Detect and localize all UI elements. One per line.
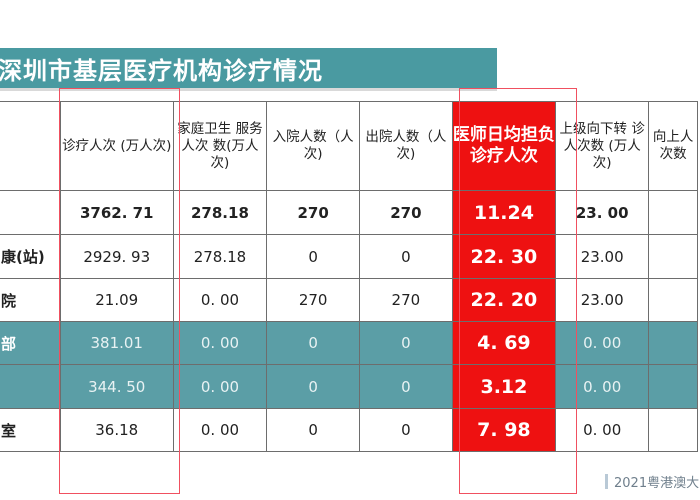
cell-discharges: 270 xyxy=(359,278,453,322)
table-row: 部 381.01 0. 00 0 0 4. 69 0. 00 xyxy=(0,321,698,365)
cell-discharges: 0 xyxy=(359,234,453,279)
cell-family-service: 0. 00 xyxy=(172,364,268,409)
cell-up-referral xyxy=(648,278,698,322)
title-banner: 深圳市基层医疗机构诊疗情况 xyxy=(0,48,497,88)
cell-down-referral: 23.00 xyxy=(555,278,650,322)
cell-family-service: 278.18 xyxy=(172,190,268,235)
cell-daily-load: 22. 20 xyxy=(451,278,557,322)
cell-daily-load: 4. 69 xyxy=(451,321,557,365)
table-row: 3762. 71 278.18 270 270 11.24 23. 00 xyxy=(0,190,698,235)
cell-up-referral xyxy=(648,408,698,452)
cell-daily-load: 7. 98 xyxy=(451,408,557,452)
header-cell-visits: 诊疗人次 (万人次) xyxy=(59,101,174,191)
title-shadow xyxy=(0,88,497,91)
header-cell-name xyxy=(0,101,61,191)
cell-admissions: 270 xyxy=(266,190,360,235)
cell-daily-load: 22. 30 xyxy=(451,234,557,279)
row-name: 室 xyxy=(0,408,61,452)
header-cell-discharges: 出院人数（人次) xyxy=(359,101,453,191)
cell-admissions: 270 xyxy=(266,278,360,322)
cell-visits: 3762. 71 xyxy=(59,190,174,235)
cell-up-referral xyxy=(648,321,698,365)
cell-visits: 344. 50 xyxy=(59,364,174,409)
row-name: 院 xyxy=(0,278,61,322)
table-row: 院 21.09 0. 00 270 270 22. 20 23.00 xyxy=(0,278,698,322)
header-cell-admissions: 入院人数（人次) xyxy=(266,101,360,191)
slide-title: 深圳市基层医疗机构诊疗情况 xyxy=(0,56,323,85)
cell-down-referral: 23.00 xyxy=(555,234,650,279)
cell-visits: 2929. 93 xyxy=(59,234,174,279)
cell-down-referral: 0. 00 xyxy=(555,408,650,452)
cell-daily-load: 3.12 xyxy=(451,364,557,409)
header-cell-down-referral: 上级向下转 诊人次数 (万人次) xyxy=(555,101,650,191)
cell-visits: 36.18 xyxy=(59,408,174,452)
footer-text: 2021粤港澳大 xyxy=(614,475,700,491)
row-name xyxy=(0,190,61,235)
cell-admissions: 0 xyxy=(266,408,360,452)
table-row: 室 36.18 0. 00 0 0 7. 98 0. 00 xyxy=(0,408,698,452)
cell-admissions: 0 xyxy=(266,364,360,409)
cell-visits: 21.09 xyxy=(59,278,174,322)
clinic-stats-table: 诊疗人次 (万人次) 家庭卫生 服务人次 数(万人次) 入院人数（人次) 出院人… xyxy=(0,101,698,452)
cell-admissions: 0 xyxy=(266,321,360,365)
cell-up-referral xyxy=(648,364,698,409)
cell-down-referral: 23. 00 xyxy=(555,190,650,235)
cell-family-service: 278.18 xyxy=(172,234,268,279)
cell-discharges: 270 xyxy=(359,190,453,235)
header-cell-family-service: 家庭卫生 服务人次 数(万人次) xyxy=(172,101,268,191)
cell-admissions: 0 xyxy=(266,234,360,279)
row-name xyxy=(0,364,61,409)
table-row: 康(站) 2929. 93 278.18 0 0 22. 30 23.00 xyxy=(0,234,698,279)
cell-visits: 381.01 xyxy=(59,321,174,365)
cell-family-service: 0. 00 xyxy=(172,321,268,365)
header-cell-daily-load: 医师日均担负诊疗人次 xyxy=(451,101,557,191)
row-name: 康(站) xyxy=(0,234,61,279)
header-cell-up-referral: 向上人次数 xyxy=(648,101,698,191)
cell-family-service: 0. 00 xyxy=(172,278,268,322)
cell-down-referral: 0. 00 xyxy=(555,364,650,409)
header-row: 诊疗人次 (万人次) 家庭卫生 服务人次 数(万人次) 入院人数（人次) 出院人… xyxy=(0,101,698,191)
cell-discharges: 0 xyxy=(359,408,453,452)
cell-up-referral xyxy=(648,234,698,279)
cell-down-referral: 0. 00 xyxy=(555,321,650,365)
cell-discharges: 0 xyxy=(359,321,453,365)
cell-up-referral xyxy=(648,190,698,235)
cell-daily-load: 11.24 xyxy=(451,190,557,235)
footer-caption: 2021粤港澳大 xyxy=(605,470,700,492)
row-name: 部 xyxy=(0,321,61,365)
table-row: 344. 50 0. 00 0 0 3.12 0. 00 xyxy=(0,364,698,409)
footer-accent-bar xyxy=(605,473,608,489)
cell-family-service: 0. 00 xyxy=(172,408,268,452)
cell-discharges: 0 xyxy=(359,364,453,409)
